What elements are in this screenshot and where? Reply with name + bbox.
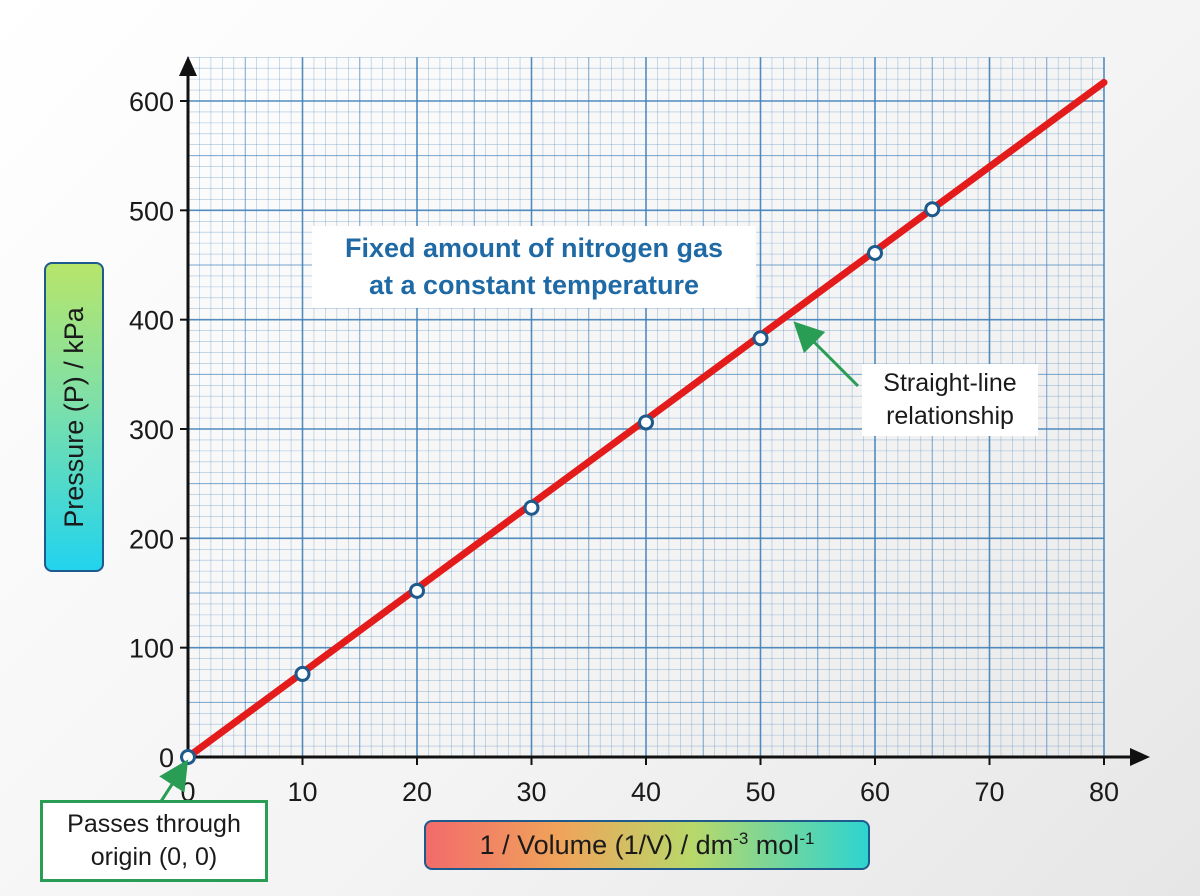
- y-axis-label-box: Pressure (P) / kPa: [44, 262, 104, 572]
- x-axis-label-exponent-1: -3: [733, 829, 749, 848]
- x-tick-label: 40: [631, 777, 661, 807]
- x-tick-label: 80: [1089, 777, 1119, 807]
- y-tick-label: 500: [129, 196, 174, 226]
- x-tick-label: 20: [402, 777, 432, 807]
- x-tick-label: 30: [516, 777, 546, 807]
- origin-annotation: Passes through origin (0, 0): [40, 800, 268, 882]
- data-point: [523, 499, 540, 516]
- y-tick-label: 400: [129, 306, 174, 336]
- x-tick-label: 60: [860, 777, 890, 807]
- x-axis-label: 1 / Volume (1/V) / dm-3 mol-1: [480, 829, 815, 861]
- x-axis-arrowhead: [1130, 748, 1150, 766]
- chart-title-line-2: at a constant temperature: [368, 270, 700, 300]
- data-point: [409, 582, 425, 599]
- straight-line-annotation-line-1: Straight-line: [883, 369, 1017, 397]
- data-point: [294, 665, 311, 682]
- x-tick-label: 50: [745, 777, 775, 807]
- data-point: [867, 244, 883, 261]
- x-tick-label: 70: [974, 777, 1004, 807]
- origin-annotation-line-1: Passes through: [67, 810, 241, 838]
- y-tick-label: 0: [159, 743, 174, 773]
- y-tick-label: 100: [129, 634, 174, 664]
- x-axis-label-box: 1 / Volume (1/V) / dm-3 mol-1: [424, 820, 870, 870]
- data-series: [180, 78, 1108, 765]
- x-axis-label-main: 1 / Volume (1/V) / dm: [479, 830, 734, 860]
- data-point: [752, 330, 769, 347]
- x-tick-label: 10: [287, 777, 317, 807]
- straight-line-annotation: Straight-line relationship: [862, 364, 1038, 436]
- data-point: [180, 749, 196, 765]
- x-axis-label-exponent-2: -1: [799, 829, 815, 848]
- y-axis-label: Pressure (P) / kPa: [58, 306, 89, 528]
- y-tick-label: 300: [129, 415, 174, 445]
- y-tick-label: 200: [129, 524, 174, 554]
- straight-line-arrow: [793, 321, 860, 388]
- chart-title: Fixed amount of nitrogen gas at a consta…: [312, 226, 756, 308]
- axes: [179, 56, 1150, 766]
- chart-title-line-1: Fixed amount of nitrogen gas: [344, 233, 723, 263]
- x-axis-label-unit: mol: [748, 830, 800, 860]
- data-point: [924, 201, 941, 218]
- straight-line-annotation-line-2: relationship: [886, 402, 1014, 430]
- origin-annotation-line-2: origin (0, 0): [90, 843, 218, 871]
- data-point: [638, 414, 654, 431]
- y-tick-label: 600: [129, 87, 174, 117]
- y-axis-arrowhead: [179, 56, 197, 76]
